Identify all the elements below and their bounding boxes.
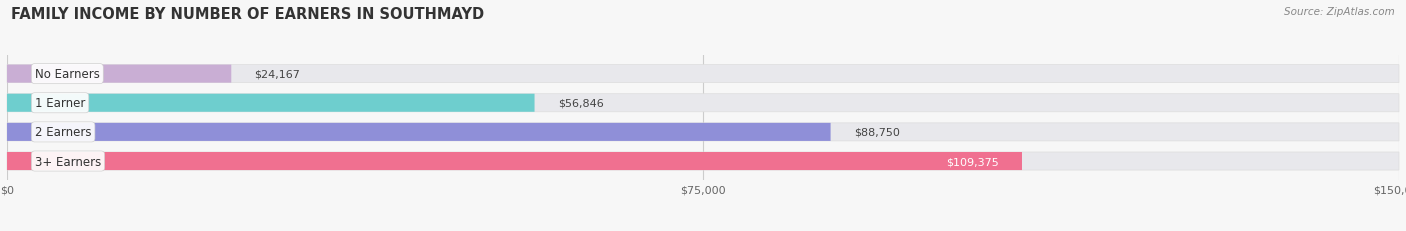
FancyBboxPatch shape [7,152,1022,170]
FancyBboxPatch shape [7,94,534,112]
Text: 2 Earners: 2 Earners [35,126,91,139]
FancyBboxPatch shape [7,65,1399,83]
Text: $109,375: $109,375 [946,156,998,166]
Text: FAMILY INCOME BY NUMBER OF EARNERS IN SOUTHMAYD: FAMILY INCOME BY NUMBER OF EARNERS IN SO… [11,7,485,22]
FancyBboxPatch shape [7,152,1399,170]
Text: $56,846: $56,846 [558,98,603,108]
FancyBboxPatch shape [7,94,1399,112]
Text: $88,750: $88,750 [853,127,900,137]
Text: $24,167: $24,167 [254,69,301,79]
FancyBboxPatch shape [7,65,232,83]
Text: 3+ Earners: 3+ Earners [35,155,101,168]
Text: Source: ZipAtlas.com: Source: ZipAtlas.com [1284,7,1395,17]
Text: No Earners: No Earners [35,68,100,81]
Text: 1 Earner: 1 Earner [35,97,86,110]
FancyBboxPatch shape [7,123,1399,141]
FancyBboxPatch shape [7,123,831,141]
